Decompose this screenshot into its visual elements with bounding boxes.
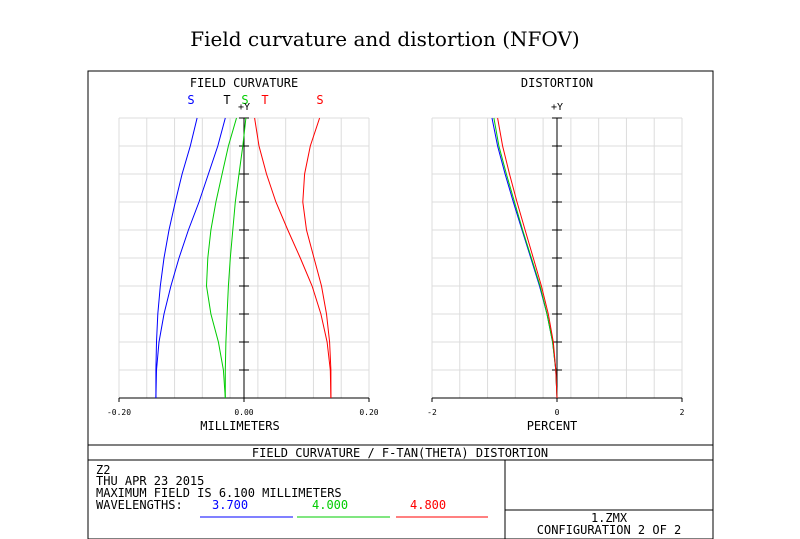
fc-legend-label-1: T [223, 93, 230, 107]
field-curvature-panel [118, 117, 370, 402]
dist-xlabel: PERCENT [527, 419, 578, 433]
dist-title: DISTORTION [521, 76, 593, 90]
fc-xtick-left: -0.20 [107, 408, 131, 417]
fc-xtick-mid: 0.00 [234, 408, 253, 417]
outer-frame [87, 70, 714, 539]
fc-series-5-line [254, 117, 332, 399]
footer-line-2: THU APR 23 2015 [96, 474, 204, 488]
fc-series-0-line [155, 117, 198, 398]
dist-xtick-left: -2 [427, 408, 437, 417]
fc-legend-label-0: S [187, 93, 194, 107]
distortion-panel [431, 117, 683, 402]
file-name: 1.ZMX [591, 511, 628, 525]
page-title: Field curvature and distortion (NFOV) [190, 27, 580, 51]
fc-series-3-line [205, 117, 237, 399]
wavelength-1: 3.700 [200, 498, 293, 518]
wavelength-2: 4.000 [297, 498, 390, 518]
fc-legend-label-4: S [316, 93, 323, 107]
configuration-label: CONFIGURATION 2 OF 2 [537, 523, 682, 537]
footer-banner: FIELD CURVATURE / F-TAN(THETA) DISTORTIO… [252, 446, 548, 460]
wavelengths-label: WAVELENGTHS: [96, 498, 183, 512]
wavelength-3-value: 4.800 [410, 498, 446, 512]
fc-title: FIELD CURVATURE [190, 76, 298, 90]
fc-series-1-line [155, 117, 226, 399]
wavelength-3: 4.800 [396, 498, 488, 518]
fc-xlabel: MILLIMETERS [200, 419, 279, 433]
fc-series-2-line [224, 117, 247, 398]
dist-xtick-mid: 0 [555, 408, 560, 417]
footer-line-1: Z2 [96, 463, 110, 477]
fc-ylabel: +Y [238, 102, 250, 113]
wavelength-1-value: 3.700 [212, 498, 248, 512]
wavelength-2-value: 4.000 [312, 498, 348, 512]
footer-line-3: MAXIMUM FIELD IS 6.100 MILLIMETERS [96, 486, 342, 500]
dist-series-2-line [497, 117, 558, 399]
fc-legend-label-3: T [261, 93, 268, 107]
dist-xtick-right: 2 [680, 408, 685, 417]
fc-legend-label-2: S [241, 93, 248, 107]
fc-series-4-line [302, 117, 332, 398]
fc-xtick-right: 0.20 [359, 408, 378, 417]
dist-ylabel: +Y [551, 102, 563, 113]
